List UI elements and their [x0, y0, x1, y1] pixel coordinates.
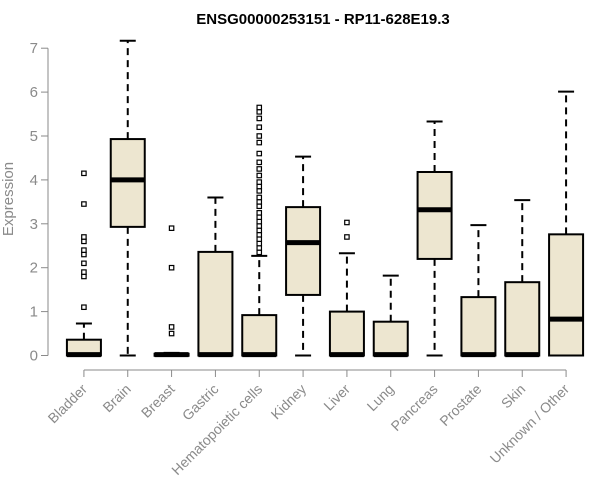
outlier-point [81, 238, 87, 245]
outlier-point [256, 179, 263, 185]
y-tick-label: 3 [30, 216, 38, 233]
box-series [65, 39, 585, 358]
x-tick-label: Brain [99, 381, 133, 415]
x-tick-label: Prostate [436, 381, 484, 429]
box-kidney [285, 155, 322, 357]
y-tick-label: 7 [30, 40, 38, 57]
outlier-point [256, 214, 263, 221]
y-tick-label: 5 [30, 128, 38, 145]
outlier-point [344, 219, 350, 226]
outlier-point [81, 251, 87, 258]
y-axis-label: Expression [0, 162, 17, 236]
outlier-point [81, 273, 87, 280]
outlier-point [256, 231, 263, 238]
x-tick-label: Lung [364, 381, 397, 414]
outlier-point [256, 210, 263, 216]
outlier-point [256, 133, 263, 139]
box-bladder [65, 170, 102, 358]
outlier-point [168, 324, 175, 330]
outlier-point [81, 304, 87, 311]
y-tick-label: 2 [30, 260, 38, 277]
outlier-point [81, 201, 87, 207]
outlier-point [256, 203, 263, 210]
outlier-point [81, 247, 87, 253]
box-iqr [416, 170, 453, 260]
box-iqr [372, 320, 409, 357]
x-tick-label: Pancreas [388, 381, 441, 434]
outlier-point [81, 269, 87, 275]
outlier-point [256, 218, 263, 225]
outlier-point [344, 234, 350, 240]
outlier-point [256, 194, 263, 201]
outlier-point [81, 260, 87, 267]
outlier-point [256, 109, 263, 115]
box-iqr [109, 138, 146, 228]
outlier-point [256, 227, 263, 234]
box-prostate [460, 224, 497, 358]
x-tick-label: Kidney [268, 381, 310, 423]
x-tick-label: Liver [320, 381, 353, 414]
box-breast [153, 225, 190, 358]
box-gastric [197, 196, 234, 358]
y-axis: 0 1 2 3 4 5 6 7 [30, 40, 49, 365]
box-iqr [285, 206, 322, 296]
outlier-point [256, 249, 263, 256]
box-iqr [328, 310, 365, 357]
outlier-point [256, 166, 263, 172]
outlier-point [256, 150, 263, 157]
x-tick-label: Breast [138, 381, 178, 421]
chart-title: ENSG00000253151 - RP11-628E19.3 [196, 11, 450, 28]
x-tick-label: Gastric [179, 381, 222, 424]
x-tick-label: Bladder [45, 381, 91, 427]
y-tick-label: 0 [30, 348, 38, 365]
outlier-point [256, 172, 263, 179]
outlier-point [81, 234, 87, 240]
y-tick-label: 4 [30, 172, 38, 189]
box-brain [109, 39, 146, 357]
box-iqr [548, 233, 585, 357]
y-tick-label: 6 [30, 84, 38, 101]
x-tick-label: Skin [498, 381, 529, 412]
box-iqr [197, 250, 234, 357]
outlier-point [256, 188, 263, 194]
x-tick-label: Unknown / Other [487, 381, 573, 467]
outlier-point [256, 183, 263, 190]
y-tick-label: 1 [30, 304, 38, 321]
outlier-point [256, 139, 263, 146]
outlier-point [256, 104, 263, 111]
outlier-point [168, 330, 175, 337]
outlier-point [168, 264, 175, 271]
outlier-point [256, 240, 263, 247]
outlier-point [256, 124, 263, 131]
outlier-point [256, 236, 263, 242]
outlier-point [256, 115, 263, 122]
box-iqr [460, 296, 497, 357]
outlier-point [168, 225, 175, 231]
outlier-point [256, 199, 263, 205]
box-iqr [504, 281, 541, 357]
box-unknown-other [548, 90, 585, 357]
box-hematopoietic-cells [241, 104, 278, 358]
box-iqr [241, 314, 278, 357]
box-pancreas [416, 120, 453, 357]
outlier-point [81, 170, 87, 177]
box-skin [504, 199, 541, 358]
outlier-point [256, 159, 263, 166]
box-liver [328, 219, 365, 358]
outlier-point [256, 245, 263, 251]
box-lung [372, 274, 409, 358]
outlier-point [256, 223, 263, 229]
